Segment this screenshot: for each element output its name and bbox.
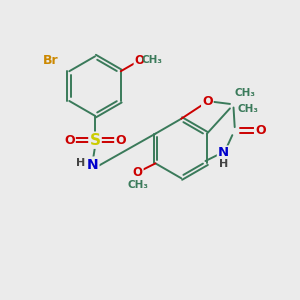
Text: S: S xyxy=(89,133,100,148)
Text: N: N xyxy=(218,146,229,160)
Text: O: O xyxy=(115,134,126,147)
Text: CH₃: CH₃ xyxy=(127,180,148,190)
Text: O: O xyxy=(134,54,145,67)
Text: CH₃: CH₃ xyxy=(234,88,255,98)
Text: O: O xyxy=(255,124,266,137)
Text: O: O xyxy=(133,166,142,179)
Text: O: O xyxy=(202,95,213,108)
Text: N: N xyxy=(87,158,98,172)
Text: CH₃: CH₃ xyxy=(142,55,163,64)
Text: O: O xyxy=(64,134,75,147)
Text: Br: Br xyxy=(43,54,58,67)
Text: H: H xyxy=(76,158,85,168)
Text: CH₃: CH₃ xyxy=(238,104,259,114)
Text: H: H xyxy=(219,159,229,169)
